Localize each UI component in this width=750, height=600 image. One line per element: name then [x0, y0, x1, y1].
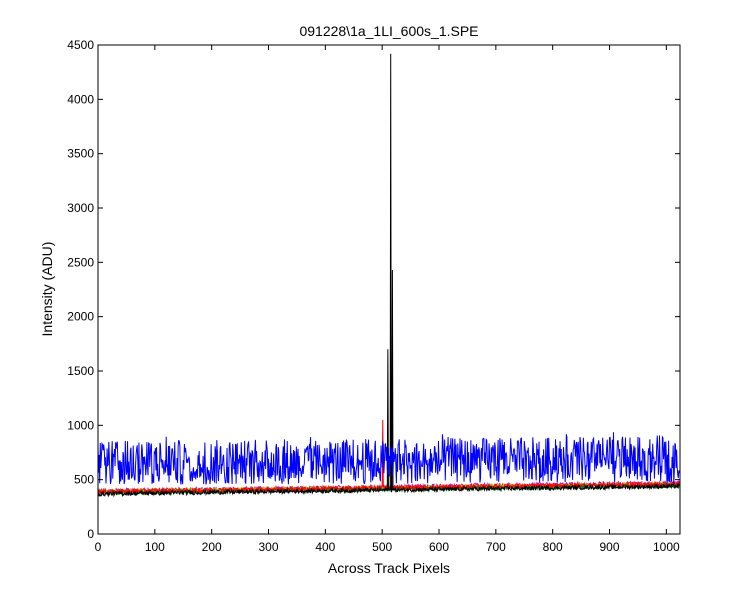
x-tick-label: 0 [95, 540, 102, 554]
series-line-0 [97, 432, 680, 485]
x-tick-label: 1000 [653, 540, 680, 554]
series-line-1 [97, 53, 680, 498]
x-tick-label: 500 [372, 540, 392, 554]
y-tick-label: 1500 [67, 364, 94, 378]
y-tick-label: 3000 [67, 201, 94, 215]
y-tick-label: 0 [87, 527, 94, 541]
x-tick-label: 700 [486, 540, 506, 554]
y-axis-title: Intensity (ADU) [39, 242, 55, 337]
y-tick-label: 1000 [67, 418, 94, 432]
x-tick-label: 400 [315, 540, 335, 554]
y-tick-label: 3500 [67, 147, 94, 161]
y-tick-label: 500 [74, 473, 94, 487]
x-tick-label: 800 [543, 540, 563, 554]
x-tick-label: 600 [429, 540, 449, 554]
x-tick-label: 300 [258, 540, 278, 554]
x-tick-label: 900 [600, 540, 620, 554]
y-tick-label: 2000 [67, 310, 94, 324]
x-axis-title: Across Track Pixels [328, 560, 450, 576]
y-tick-label: 4500 [67, 38, 94, 52]
plot-frame [97, 44, 681, 535]
chart-title: 091228\1a_1LI_600s_1.SPE [299, 23, 478, 39]
ticks-layer: 0 100 200 300 400 500 600 700 800 900 1000 0 500 1000… [67, 38, 680, 554]
y-tick-label: 2500 [67, 255, 94, 269]
y-tick-label: 4000 [67, 92, 94, 106]
x-tick-label: 200 [202, 540, 222, 554]
series-layer [97, 53, 680, 498]
x-tick-label: 100 [145, 540, 165, 554]
